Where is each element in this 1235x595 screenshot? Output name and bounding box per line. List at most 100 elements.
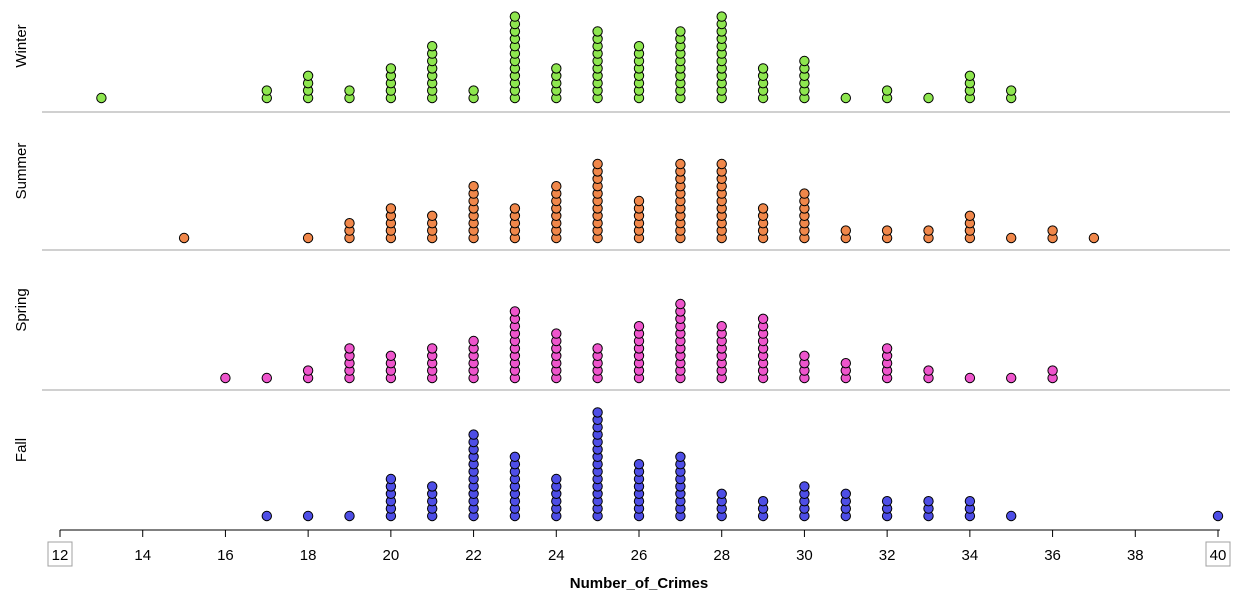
dot bbox=[964, 210, 976, 222]
dot bbox=[923, 496, 934, 507]
dot bbox=[385, 350, 397, 361]
dot bbox=[551, 473, 562, 485]
x-tick-label: 18 bbox=[300, 547, 317, 564]
dot bbox=[923, 92, 934, 104]
x-tick-label: 30 bbox=[796, 547, 813, 564]
panel-summer-dots bbox=[178, 158, 1100, 244]
dot bbox=[592, 407, 603, 418]
dot bbox=[675, 298, 686, 310]
dot bbox=[1047, 365, 1058, 376]
dot bbox=[427, 481, 438, 492]
dot bbox=[385, 63, 397, 74]
panel-spring-dots bbox=[220, 298, 1058, 384]
dot bbox=[1006, 372, 1017, 384]
dot bbox=[1047, 225, 1058, 236]
x-limit-box[interactable] bbox=[47, 541, 73, 567]
dot bbox=[675, 26, 686, 37]
dot bbox=[840, 488, 851, 499]
dot bbox=[220, 372, 231, 384]
x-limit-box[interactable] bbox=[1205, 541, 1231, 567]
x-tick-label: 32 bbox=[879, 547, 896, 564]
x-axis-title: Number_of_Crimes bbox=[570, 575, 708, 592]
x-tick-label: 38 bbox=[1127, 547, 1144, 564]
dot bbox=[302, 70, 314, 82]
dot bbox=[964, 372, 976, 384]
dot bbox=[509, 451, 521, 462]
dot bbox=[757, 63, 769, 74]
dot bbox=[757, 496, 769, 507]
x-tick-label[interactable]: 40 bbox=[1210, 547, 1227, 564]
dot bbox=[468, 85, 479, 96]
x-tick-label: 26 bbox=[631, 547, 648, 564]
x-axis: 12 14 16 18 20 22 24 26 28 30 32 34 36 38 40 Number_of… bbox=[47, 529, 1231, 592]
dot bbox=[427, 343, 438, 354]
x-tick-label: 14 bbox=[134, 547, 151, 564]
dot bbox=[261, 372, 272, 384]
dot bbox=[757, 313, 769, 324]
dot bbox=[633, 321, 645, 332]
x-tick-label: 22 bbox=[465, 547, 482, 564]
panel-label-summer: Summer bbox=[13, 143, 30, 200]
panel-labels: Winter Summer Spring Fall bbox=[13, 24, 30, 462]
x-tick-label: 34 bbox=[962, 547, 979, 564]
dot bbox=[923, 365, 934, 376]
dot bbox=[964, 70, 976, 82]
dot bbox=[302, 365, 314, 376]
dot bbox=[427, 210, 438, 222]
dot bbox=[551, 63, 562, 74]
x-tick-label: 20 bbox=[383, 547, 400, 564]
dot bbox=[344, 343, 355, 354]
dot bbox=[551, 181, 562, 192]
dot bbox=[1212, 510, 1224, 522]
x-tick-label: 24 bbox=[548, 547, 565, 564]
dot bbox=[840, 92, 851, 104]
x-tick-label[interactable]: 12 bbox=[52, 547, 69, 564]
panel-winter-dots bbox=[96, 11, 1017, 104]
dot bbox=[633, 459, 645, 470]
panel-fall-dots bbox=[261, 407, 1224, 522]
dot bbox=[923, 225, 934, 236]
dot bbox=[881, 225, 893, 236]
dot bbox=[344, 510, 355, 522]
dot bbox=[551, 328, 562, 339]
dot bbox=[261, 510, 272, 522]
dot bbox=[633, 195, 645, 207]
dot bbox=[592, 343, 603, 354]
dot bbox=[261, 85, 272, 96]
dot bbox=[344, 85, 355, 96]
dot bbox=[675, 158, 686, 170]
dot bbox=[716, 321, 727, 332]
dot bbox=[1006, 85, 1017, 96]
dot bbox=[881, 496, 893, 507]
dot bbox=[840, 225, 851, 236]
dot bbox=[427, 41, 438, 52]
x-tick-label: 36 bbox=[1044, 547, 1061, 564]
dot bbox=[881, 343, 893, 354]
panel-label-fall: Fall bbox=[13, 438, 30, 462]
dot bbox=[344, 218, 355, 229]
dot bbox=[96, 92, 107, 104]
x-tick-label: 28 bbox=[713, 547, 730, 564]
dot bbox=[385, 473, 397, 485]
dot bbox=[302, 510, 314, 522]
dot bbox=[509, 203, 521, 214]
dot bbox=[1006, 510, 1017, 522]
data-dots bbox=[96, 11, 1224, 522]
dot bbox=[468, 429, 479, 440]
dot bbox=[840, 358, 851, 369]
dot bbox=[385, 203, 397, 214]
dot bbox=[716, 488, 727, 499]
dot bbox=[964, 496, 976, 507]
dot bbox=[799, 55, 810, 67]
dot bbox=[178, 232, 190, 244]
panel-label-winter: Winter bbox=[13, 24, 30, 67]
x-tick-label: 16 bbox=[217, 547, 234, 564]
dot bbox=[592, 26, 603, 37]
dot bbox=[799, 188, 810, 199]
panel-label-spring: Spring bbox=[13, 288, 30, 331]
dot bbox=[881, 85, 893, 96]
dot bbox=[799, 481, 810, 492]
dot bbox=[468, 335, 479, 347]
x-axis-ticks: 12 14 16 18 20 22 24 26 28 30 32 34 36 38 40 bbox=[47, 530, 1231, 567]
